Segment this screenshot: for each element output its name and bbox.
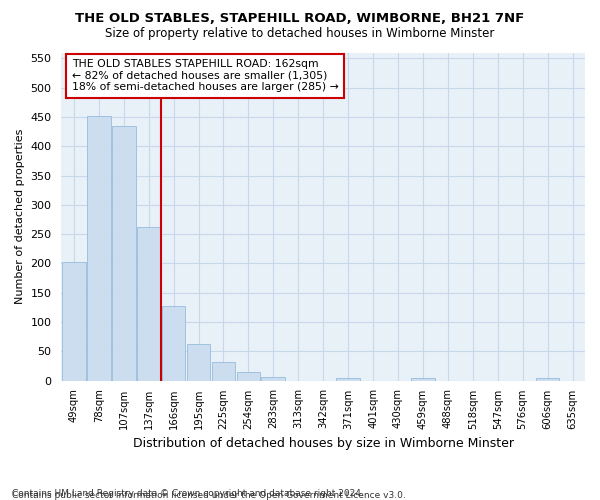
Bar (187, 344, 211, 380)
Bar (112, 126, 136, 380)
X-axis label: Distribution of detached houses by size in Wimborne Minster: Distribution of detached houses by size … (133, 437, 514, 450)
Bar (212, 362, 235, 380)
Bar (536, 378, 559, 380)
Bar (236, 372, 260, 380)
Bar (411, 378, 435, 380)
Y-axis label: Number of detached properties: Number of detached properties (15, 129, 25, 304)
Bar (87, 116, 110, 380)
Text: Contains public sector information licensed under the Open Government Licence v3: Contains public sector information licen… (12, 491, 406, 500)
Bar (137, 226, 161, 380)
Bar (162, 306, 185, 380)
Text: THE OLD STABLES STAPEHILL ROAD: 162sqm
← 82% of detached houses are smaller (1,3: THE OLD STABLES STAPEHILL ROAD: 162sqm ←… (72, 59, 338, 92)
Bar (262, 376, 285, 380)
Text: Size of property relative to detached houses in Wimborne Minster: Size of property relative to detached ho… (106, 28, 494, 40)
Text: Contains HM Land Registry data © Crown copyright and database right 2024.: Contains HM Land Registry data © Crown c… (12, 488, 364, 498)
Bar (336, 378, 360, 380)
Text: THE OLD STABLES, STAPEHILL ROAD, WIMBORNE, BH21 7NF: THE OLD STABLES, STAPEHILL ROAD, WIMBORN… (76, 12, 524, 26)
Bar (62, 262, 86, 380)
